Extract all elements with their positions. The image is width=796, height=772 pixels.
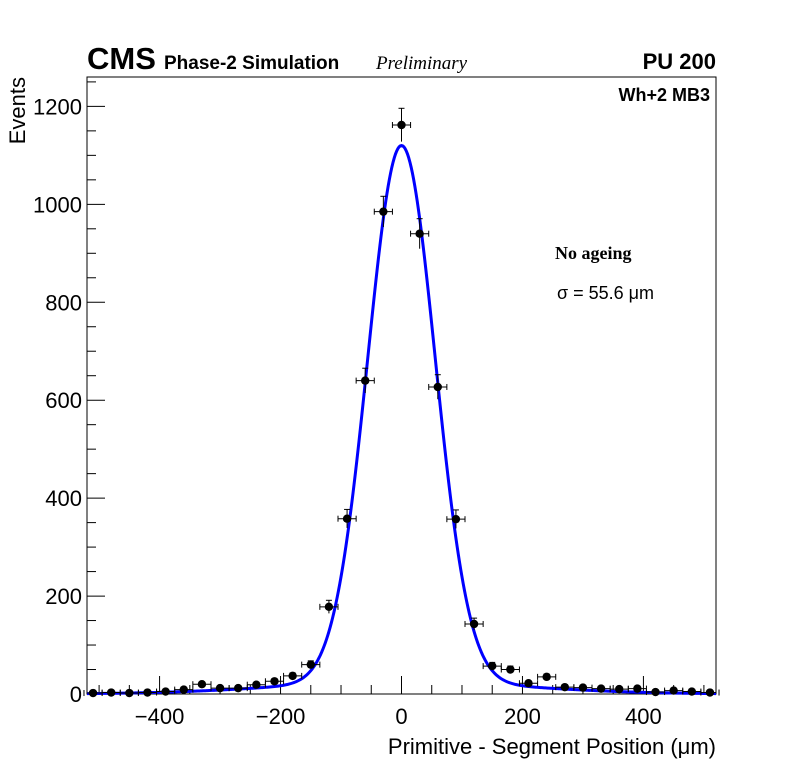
data-marker xyxy=(415,229,424,238)
y-tick-label: 0 xyxy=(70,682,82,707)
x-axis-title: Primitive - Segment Position (μm) xyxy=(388,734,716,759)
data-marker xyxy=(596,684,606,693)
data-marker xyxy=(560,682,569,692)
data-point xyxy=(446,509,466,529)
plot-frame xyxy=(86,76,717,695)
data-marker xyxy=(342,514,352,523)
data-points-group xyxy=(83,107,720,698)
x-tick-label: 200 xyxy=(504,704,541,729)
x-tick-label: 400 xyxy=(625,704,662,729)
data-point xyxy=(137,688,158,697)
data-marker xyxy=(125,688,134,698)
station-label: Wh+2 MB3 xyxy=(618,85,710,105)
data-point xyxy=(428,374,448,400)
data-marker xyxy=(234,683,243,693)
y-tick-label: 1200 xyxy=(33,94,82,119)
data-point xyxy=(682,687,702,696)
data-marker xyxy=(197,680,207,689)
data-point xyxy=(264,677,285,686)
plot-frame-group xyxy=(86,76,717,695)
data-marker xyxy=(143,688,152,697)
data-point xyxy=(482,661,502,671)
data-marker xyxy=(488,661,497,671)
data-marker xyxy=(524,679,533,688)
data-marker xyxy=(88,688,98,698)
data-point xyxy=(518,679,539,688)
data-marker xyxy=(451,514,461,524)
data-point xyxy=(101,688,121,697)
data-marker xyxy=(542,672,551,682)
data-marker xyxy=(306,660,315,669)
data-marker xyxy=(106,688,116,697)
cms-label: CMS xyxy=(87,41,156,76)
data-point xyxy=(119,688,139,698)
data-marker xyxy=(288,671,297,681)
fit-curve xyxy=(86,144,717,696)
data-marker xyxy=(469,619,479,629)
data-marker xyxy=(433,382,442,392)
data-marker xyxy=(687,687,697,696)
data-marker xyxy=(506,665,515,674)
data-marker xyxy=(379,207,388,216)
data-marker xyxy=(252,680,261,689)
tick-labels-group: −400 −200 0 200 400 0 200 400 600 800 1000 1200 xyxy=(33,94,662,729)
data-point xyxy=(228,683,248,693)
data-point xyxy=(373,195,393,228)
data-marker xyxy=(633,684,642,693)
data-marker xyxy=(361,376,370,385)
data-point xyxy=(246,680,266,689)
data-point xyxy=(337,508,357,528)
axis-ticks-group xyxy=(87,81,705,695)
legend-title: No ageing xyxy=(555,243,632,263)
data-marker xyxy=(397,120,406,130)
data-marker xyxy=(215,683,225,693)
data-marker xyxy=(615,684,624,694)
data-marker xyxy=(705,688,715,697)
data-marker xyxy=(669,686,678,695)
y-axis-title: Events xyxy=(5,77,30,144)
data-marker xyxy=(161,687,170,696)
data-point xyxy=(591,684,611,693)
pileup-label: PU 200 xyxy=(643,49,716,74)
fit-curve-group xyxy=(86,144,717,696)
y-tick-label: 400 xyxy=(45,486,82,511)
sigma-label: σ = 55.6 μm xyxy=(557,283,654,303)
data-point xyxy=(283,671,303,681)
y-tick-label: 1000 xyxy=(33,192,82,217)
data-point xyxy=(410,218,430,249)
y-tick-label: 600 xyxy=(45,388,82,413)
data-point xyxy=(500,665,520,674)
data-marker xyxy=(179,685,188,694)
preliminary-label: Preliminary xyxy=(375,53,468,74)
data-point xyxy=(301,660,321,669)
x-tick-label: −200 xyxy=(256,704,306,729)
data-point xyxy=(391,107,412,142)
data-point xyxy=(192,680,212,689)
data-point xyxy=(645,687,666,697)
data-marker xyxy=(578,683,588,692)
data-point xyxy=(174,685,194,694)
data-marker xyxy=(324,602,334,612)
x-tick-label: 0 xyxy=(395,704,407,729)
data-point xyxy=(319,599,339,614)
data-marker xyxy=(270,677,279,686)
data-point xyxy=(700,688,720,697)
data-point xyxy=(537,672,557,682)
data-point xyxy=(355,367,375,393)
subtitle-label: Phase-2 Simulation xyxy=(164,53,339,74)
data-marker xyxy=(651,687,660,697)
data-point xyxy=(627,684,647,693)
y-tick-label: 800 xyxy=(45,290,82,315)
x-tick-label: −400 xyxy=(135,704,185,729)
y-tick-label: 200 xyxy=(45,584,82,609)
data-point xyxy=(464,617,484,630)
